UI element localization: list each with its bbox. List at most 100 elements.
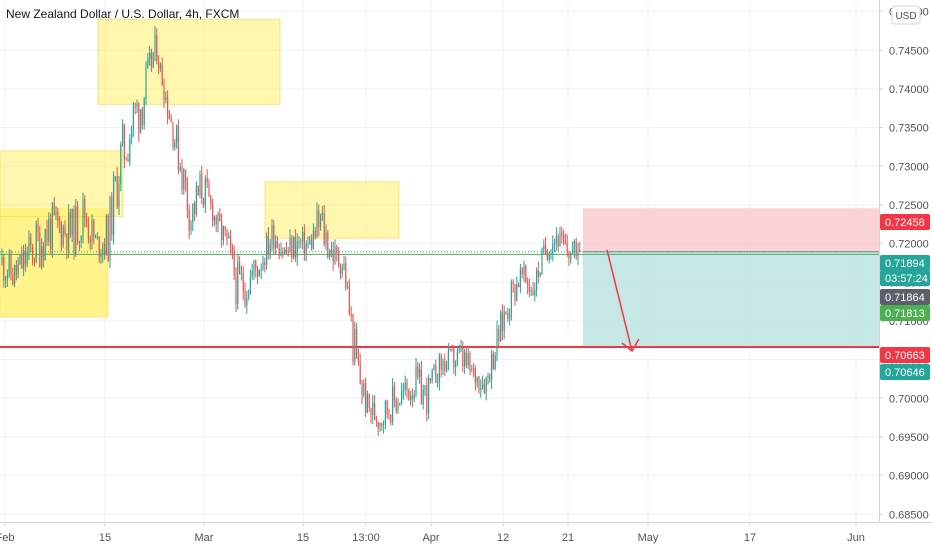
y-tick-label-4: 0.73000 xyxy=(889,161,929,173)
candle-273 xyxy=(492,350,494,370)
candle-239 xyxy=(431,368,433,384)
take-profit-zone[interactable] xyxy=(583,251,879,347)
candle-182 xyxy=(329,248,331,260)
candle-185 xyxy=(334,239,336,265)
candle-203 xyxy=(366,390,368,414)
candle-153 xyxy=(276,236,278,249)
candle-266 xyxy=(480,379,482,398)
candle-250 xyxy=(451,344,453,352)
candle-235 xyxy=(424,384,426,397)
candle-52 xyxy=(95,234,97,239)
stop-loss-zone[interactable] xyxy=(583,208,879,252)
y-tick-label-5: 0.72500 xyxy=(889,200,929,212)
candle-148 xyxy=(267,227,269,260)
candle-278 xyxy=(501,304,503,341)
candle-224 xyxy=(404,375,406,396)
currency-label: USD xyxy=(895,11,916,22)
chart-title: New Zealand Dollar / U.S. Dollar, 4h, FX… xyxy=(6,7,239,21)
candle-45 xyxy=(82,192,84,244)
arrow-head[interactable] xyxy=(621,338,640,353)
candle-271 xyxy=(489,373,491,383)
candle-147 xyxy=(266,232,268,270)
candle-263 xyxy=(474,365,476,391)
candle-277 xyxy=(500,310,502,343)
candle-27 xyxy=(50,213,52,254)
candle-69 xyxy=(125,156,127,161)
x-tick-label-5: Apr xyxy=(422,532,439,544)
candle-51 xyxy=(93,218,95,245)
candle-93 xyxy=(168,110,170,120)
candle-190 xyxy=(343,255,345,271)
horizontal-lines[interactable] xyxy=(0,251,879,348)
candle-43 xyxy=(78,240,80,251)
candle-112 xyxy=(203,197,205,209)
candle-88 xyxy=(159,62,161,73)
arrow-shaft[interactable] xyxy=(606,249,633,352)
svg-text:0.71813: 0.71813 xyxy=(885,308,925,320)
candle-91 xyxy=(165,91,167,104)
candle-74 xyxy=(134,102,136,115)
candle-124 xyxy=(224,225,226,237)
candle-49 xyxy=(89,235,91,251)
candle-32 xyxy=(59,216,61,233)
candle-71 xyxy=(129,133,131,166)
candle-193 xyxy=(348,279,350,316)
candle-218 xyxy=(393,381,395,408)
candle-280 xyxy=(505,310,507,316)
candle-272 xyxy=(491,349,493,390)
candle-189 xyxy=(341,263,343,279)
candle-172 xyxy=(311,234,313,251)
candle-187 xyxy=(338,246,340,268)
trade-arrow[interactable] xyxy=(606,249,640,353)
price-label-1: 0.71894 xyxy=(880,255,930,271)
candle-306 xyxy=(552,235,554,262)
candle-265 xyxy=(478,376,480,394)
candle-21 xyxy=(39,225,41,268)
candle-299 xyxy=(539,271,541,278)
candle-20 xyxy=(37,217,39,242)
candle-136 xyxy=(246,290,248,314)
candle-231 xyxy=(417,361,419,380)
candle-16 xyxy=(30,232,32,253)
candle-57 xyxy=(104,238,106,260)
x-tick-label-2: Mar xyxy=(195,532,214,544)
candle-223 xyxy=(402,382,404,400)
candle-37 xyxy=(68,204,70,259)
candle-100 xyxy=(181,159,183,195)
candle-127 xyxy=(230,229,232,256)
candle-73 xyxy=(132,101,134,138)
candle-206 xyxy=(372,395,374,425)
candle-132 xyxy=(239,256,241,275)
candle-200 xyxy=(361,379,363,404)
candle-161 xyxy=(291,234,293,263)
candle-230 xyxy=(415,357,417,398)
candle-270 xyxy=(487,372,489,385)
candle-7 xyxy=(14,264,16,288)
svg-text:0.70646: 0.70646 xyxy=(885,367,925,379)
highlight-zone-1 xyxy=(0,150,124,218)
candle-126 xyxy=(228,232,230,239)
short-position-tool[interactable] xyxy=(583,208,879,347)
candle-243 xyxy=(438,352,440,391)
candle-281 xyxy=(507,307,509,322)
price-label-6: 0.70646 xyxy=(880,364,930,380)
candle-58 xyxy=(105,214,107,256)
candle-247 xyxy=(446,360,448,373)
candle-28 xyxy=(51,201,53,258)
candle-12 xyxy=(23,244,25,277)
candle-149 xyxy=(269,238,271,260)
time-axis[interactable]: Feb 15 Mar 15 13:00 Apr 12 21 May 17 Jun xyxy=(0,522,865,544)
candle-317 xyxy=(572,241,574,254)
candle-232 xyxy=(419,363,421,384)
candle-105 xyxy=(190,219,192,236)
candle-125 xyxy=(226,228,228,246)
candle-233 xyxy=(420,360,422,405)
candle-183 xyxy=(330,241,332,258)
candle-168 xyxy=(303,224,305,261)
candle-135 xyxy=(244,282,246,308)
candle-174 xyxy=(314,226,316,240)
currency-button[interactable] xyxy=(891,5,921,25)
candle-249 xyxy=(449,348,451,352)
candle-50 xyxy=(91,214,93,250)
